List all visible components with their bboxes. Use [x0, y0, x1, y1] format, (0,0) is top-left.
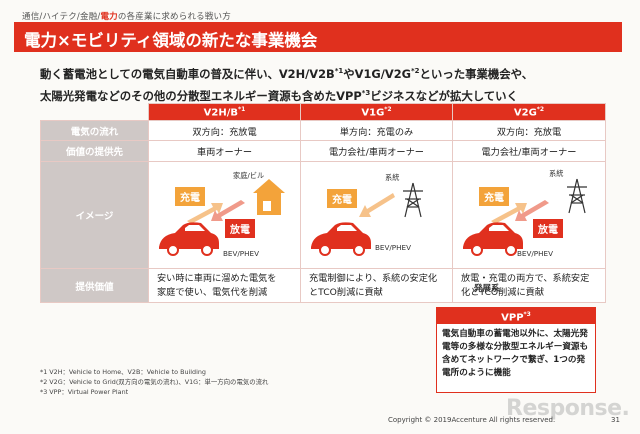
charge-arrow-icon	[491, 202, 527, 224]
column-label: V1G	[361, 107, 385, 119]
lead-text: 動く蓄電池としての電気自動車の普及に伴い、V2H/V2B*1やV1G/V2G*2…	[40, 62, 600, 106]
watermark-logo: Response.	[506, 396, 630, 421]
column-header-v1g: V1G*2	[300, 103, 453, 121]
table-cell: 電力会社/車両オーナー	[300, 140, 453, 162]
grid-label: 系統	[385, 172, 400, 182]
footnote-1: *1 V2H：Vehicle to Home、V2B：Vehicle to Bu…	[40, 368, 206, 376]
v2h-illustration	[159, 178, 285, 256]
lead-line-2: 太陽光発電などのその他の分散型エネルギー資源も含めたVPP*3ビジネスなどが拡大…	[40, 84, 600, 106]
value-line: 化とTCO削減に貢献	[461, 286, 545, 298]
vehicle-label: BEV/PHEV	[223, 248, 260, 258]
image-cell-v2g: 系統 充電 放電 BEV/PHEV	[452, 161, 606, 269]
transmission-tower-icon	[567, 178, 587, 213]
row-header-provider: 価値の提供先	[40, 140, 149, 162]
lead-footnote-1: *1	[334, 67, 344, 75]
house-icon	[253, 178, 285, 215]
car-icon	[463, 221, 523, 256]
image-cell-v1g: 系統 充電 BEV/PHEV	[300, 161, 453, 269]
table-row-flow: 電気の流れ 双方向：充放電 単方向：充電のみ 双方向：充放電	[40, 120, 606, 141]
row-header-flow: 電気の流れ	[40, 120, 149, 141]
image-cell-v2h: 家庭/ビル 充電 放電 BEV/PHEV	[148, 161, 301, 269]
copyright: Copyright © 2019Accenture All rights res…	[388, 416, 556, 424]
v1g-illustration	[311, 182, 423, 256]
page-number: 31	[611, 416, 620, 424]
evolution-label: 発展系	[474, 284, 500, 294]
home-label: 家庭/ビル	[233, 170, 265, 180]
charge-tag: 充電	[175, 186, 205, 206]
car-icon	[311, 221, 371, 256]
column-footnote: *2	[536, 105, 545, 113]
footnotes: *1 V2H：Vehicle to Home、V2B：Vehicle to Bu…	[40, 367, 268, 397]
discharge-tag: 放電	[225, 218, 255, 238]
charge-tag: 充電	[479, 186, 509, 206]
charge-tag: 充電	[327, 188, 357, 208]
breadcrumb-part2: の各産業に求められる戦い方	[117, 12, 231, 22]
discharge-arrow-icon	[515, 199, 549, 221]
table-cell: 充電制御により、系統の安定化 とTCO削減に貢献	[300, 268, 453, 303]
vehicle-label: BEV/PHEV	[375, 242, 412, 252]
vpp-description: 電気自動車の蓄電池以外に、太陽光発電等の多様な分散型エネルギー資源も含めてネット…	[436, 323, 596, 393]
table-cell: 安い時に車両に溜めた電気を 家庭で使い、電気代を削減	[148, 268, 301, 303]
lead-footnote-3: *3	[361, 88, 371, 97]
table-cell: 放電・充電の両方で、系統安定 化とTCO削減に貢献	[452, 268, 606, 303]
comparison-table: V2H/B*1 V1G*2 V2G*2 電気の流れ 双方向：充放電 単方向：充電…	[40, 103, 606, 303]
lead-line-1: 動く蓄電池としての電気自動車の普及に伴い、V2H/V2B*1やV1G/V2G*2…	[40, 62, 600, 84]
column-header-v2g: V2G*2	[452, 103, 606, 121]
column-label: V2H/B	[203, 107, 239, 119]
lead-footnote-2: *2	[411, 67, 420, 75]
lead-line1-c: といった事業機会や、	[419, 66, 534, 81]
transmission-tower-icon	[403, 182, 423, 217]
car-icon	[159, 221, 219, 256]
value-line: 安い時に車両に溜めた電気を	[157, 272, 277, 284]
table-cell: 電力会社/車両オーナー	[452, 140, 606, 162]
table-row-provider: 価値の提供先 車両オーナー 電力会社/車両オーナー 電力会社/車両オーナー	[40, 140, 606, 162]
row-header-image: イメージ	[40, 161, 149, 269]
column-header-v2h: V2H/B*1	[148, 103, 301, 121]
value-line: とTCO削減に貢献	[309, 286, 383, 298]
vpp-footnote: *3	[523, 311, 531, 318]
discharge-tag: 放電	[533, 218, 563, 238]
v2g-illustration	[463, 178, 587, 256]
value-line: 放電・充電の両方で、系統安定	[461, 272, 590, 284]
table-cell: 車両オーナー	[148, 140, 301, 162]
breadcrumb-part1: 通信/ハイテク/金融/	[22, 12, 101, 22]
footnote-2: *2 V2G：Vehicle to Grid(双方向の電気の流れ)、V1G：単一…	[40, 378, 269, 386]
charge-arrow-icon	[187, 202, 223, 224]
discharge-arrow-icon	[211, 199, 245, 221]
table-row-value: 提供価値 安い時に車両に溜めた電気を 家庭で使い、電気代を削減 充電制御により、…	[40, 268, 606, 303]
lead-line2-a: 太陽光発電などのその他の分散型エネルギー資源も含めたVPP	[40, 88, 362, 103]
page-title: 電力×モビリティ領域の新たな事業機会	[24, 31, 318, 50]
table-corner	[41, 104, 149, 121]
breadcrumb-highlight: 電力	[100, 12, 118, 22]
table-cell: 単方向：充電のみ	[300, 120, 453, 141]
grid-label: 系統	[549, 168, 564, 178]
value-line: 充電制御により、系統の安定化	[309, 272, 438, 284]
charge-arrow-icon	[359, 192, 395, 217]
vpp-label: VPP	[501, 312, 524, 324]
column-footnote: *1	[238, 105, 246, 113]
column-footnote: *2	[384, 105, 392, 113]
table-cell: 双方向：充放電	[452, 120, 606, 141]
table-cell: 双方向：充放電	[148, 120, 301, 141]
footnote-3: *3 VPP：Virtual Power Plant	[40, 388, 129, 396]
column-label: V2G	[513, 107, 537, 119]
table-header-row: V2H/B*1 V1G*2 V2G*2	[41, 103, 606, 121]
title-bar: 電力×モビリティ領域の新たな事業機会	[14, 22, 622, 52]
vpp-header: VPP*3	[436, 307, 596, 323]
vehicle-label: BEV/PHEV	[517, 248, 554, 258]
breadcrumb: 通信/ハイテク/金融/電力の各産業に求められる戦い方	[22, 10, 231, 22]
table-row-image: イメージ	[40, 161, 606, 269]
lead-line1-b: やV1G/V2G	[343, 66, 411, 81]
row-header-value: 提供価値	[40, 268, 149, 303]
value-line: 家庭で使い、電気代を削減	[157, 286, 268, 298]
lead-line1-a: 動く蓄電池としての電気自動車の普及に伴い、V2H/V2B	[40, 66, 335, 81]
lead-line2-b: ビジネスなどが拡大していく	[370, 88, 518, 103]
